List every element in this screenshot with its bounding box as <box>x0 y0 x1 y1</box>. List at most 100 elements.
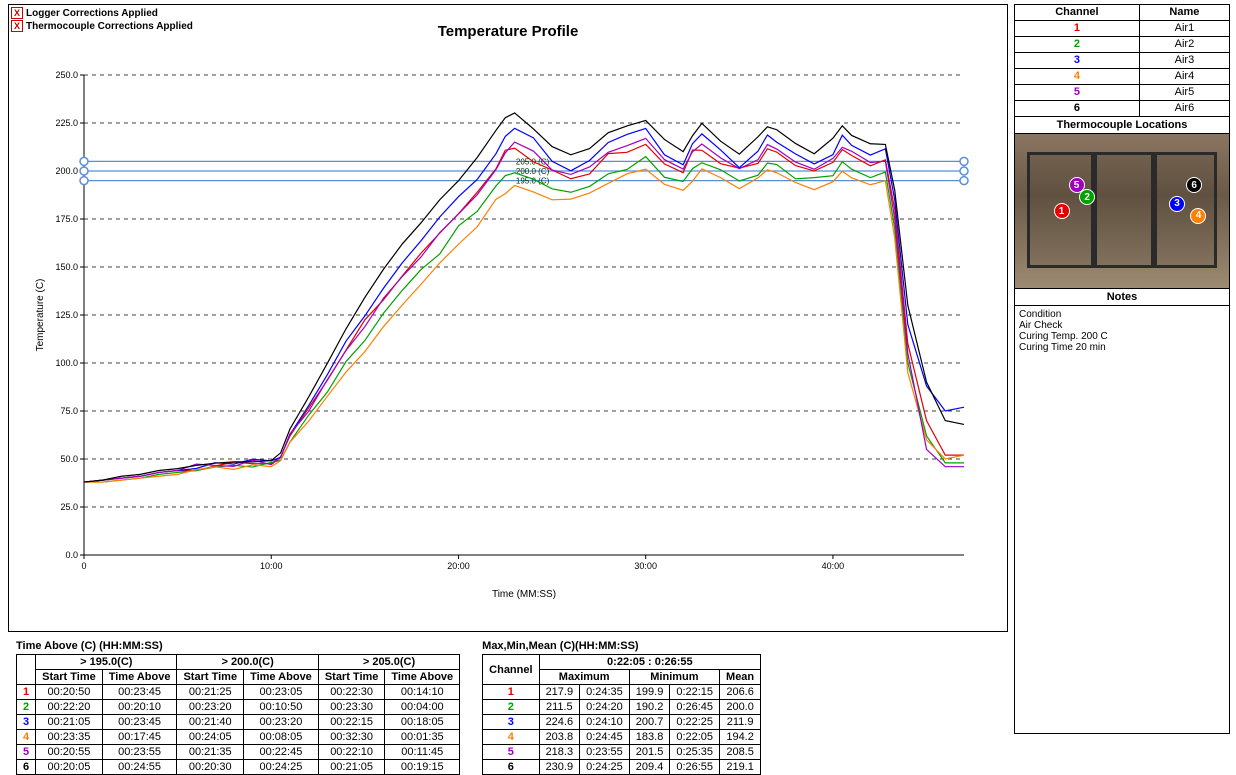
time-value: 00:22:30 <box>318 685 385 700</box>
time-value: 00:22:10 <box>318 745 385 760</box>
time-value: 00:23:05 <box>244 685 319 700</box>
svg-text:10:00: 10:00 <box>260 561 283 571</box>
svg-text:50.0: 50.0 <box>60 454 78 464</box>
svg-text:0.0: 0.0 <box>65 550 78 560</box>
table-row: 3224.60:24:10200.70:22:25211.9 <box>483 715 761 730</box>
svg-text:250.0: 250.0 <box>55 70 78 80</box>
svg-text:200.0: 200.0 <box>55 166 78 176</box>
time-value: 00:23:55 <box>102 745 177 760</box>
table-row: 5218.30:23:55201.50:25:35208.5 <box>483 745 761 760</box>
channel-id: 5 <box>483 745 539 760</box>
channel-row: 6Air6 <box>1015 101 1230 117</box>
time-value: 00:23:45 <box>102 685 177 700</box>
thermo-marker: 5 <box>1069 177 1085 193</box>
channel-row: 2Air2 <box>1015 37 1230 53</box>
stat-value: 0:24:45 <box>580 730 630 745</box>
channel-id: 2 <box>483 700 539 715</box>
stat-value: 0:22:15 <box>670 685 720 700</box>
svg-text:0: 0 <box>81 561 86 571</box>
notes-content: ConditionAir CheckCuring Temp. 200 CCuri… <box>1014 306 1230 734</box>
stats-range: 0:22:05 : 0:26:55 <box>539 655 761 670</box>
table-row: 400:23:3500:17:4500:24:0500:08:0500:32:3… <box>17 730 460 745</box>
stats-section: Max,Min,Mean (C)(HH:MM:SS) Channel0:22:0… <box>482 640 761 775</box>
table-row: 200:22:2000:20:1000:23:2000:10:5000:23:3… <box>17 700 460 715</box>
stats-table: Channel0:22:05 : 0:26:55MaximumMinimumMe… <box>482 654 761 775</box>
channel-name: Air6 <box>1139 101 1229 117</box>
time-value: 00:04:00 <box>385 700 460 715</box>
stat-value: 218.3 <box>539 745 580 760</box>
time-above-section: Time Above (C) (HH:MM:SS) > 195.0(C)> 20… <box>16 640 460 775</box>
stat-value: 0:24:20 <box>580 700 630 715</box>
time-value: 00:20:50 <box>36 685 103 700</box>
notes-line: Curing Temp. 200 C <box>1019 331 1225 342</box>
notes-line: Air Check <box>1019 320 1225 331</box>
sub-header: Time Above <box>244 670 319 685</box>
channel-id: 4 <box>483 730 539 745</box>
time-value: 00:32:30 <box>318 730 385 745</box>
stats-header: Minimum <box>629 670 719 685</box>
stat-value: 203.8 <box>539 730 580 745</box>
sub-header: Time Above <box>102 670 177 685</box>
table-row: 100:20:5000:23:4500:21:2500:23:0500:22:3… <box>17 685 460 700</box>
svg-text:150.0: 150.0 <box>55 262 78 272</box>
time-value: 00:18:05 <box>385 715 460 730</box>
svg-text:175.0: 175.0 <box>55 214 78 224</box>
time-value: 00:21:35 <box>177 745 244 760</box>
time-value: 00:23:20 <box>177 700 244 715</box>
stats-title: Max,Min,Mean (C)(HH:MM:SS) <box>482 640 761 652</box>
channel-id: 1 <box>1015 21 1140 37</box>
notes-header: Notes <box>1014 289 1230 306</box>
stat-value: 0:23:55 <box>580 745 630 760</box>
sub-header: Start Time <box>36 670 103 685</box>
table-row: 4203.80:24:45183.80:22:05194.2 <box>483 730 761 745</box>
channel-id: 4 <box>17 730 36 745</box>
channel-id: 3 <box>483 715 539 730</box>
stat-value: 206.6 <box>720 685 761 700</box>
time-value: 00:20:10 <box>102 700 177 715</box>
channel-row: 5Air5 <box>1015 85 1230 101</box>
stat-value: 217.9 <box>539 685 580 700</box>
stat-value: 200.7 <box>629 715 670 730</box>
time-value: 00:24:05 <box>177 730 244 745</box>
stats-header: Mean <box>720 670 761 685</box>
svg-text:75.0: 75.0 <box>60 406 78 416</box>
time-above-table: > 195.0(C)> 200.0(C)> 205.0(C) Start Time… <box>16 654 460 775</box>
sub-header: Time Above <box>385 670 460 685</box>
channel-row: 1Air1 <box>1015 21 1230 37</box>
stat-value: 208.5 <box>720 745 761 760</box>
threshold-header: > 195.0(C) <box>36 655 177 670</box>
channel-table-header: Name <box>1139 5 1229 21</box>
threshold-header: > 205.0(C) <box>318 655 459 670</box>
table-row: 1217.90:24:35199.90:22:15206.6 <box>483 685 761 700</box>
stat-value: 199.9 <box>629 685 670 700</box>
channel-id: 4 <box>1015 69 1140 85</box>
time-above-title: Time Above (C) (HH:MM:SS) <box>16 640 460 652</box>
channel-id: 5 <box>17 745 36 760</box>
logger-correction-label: Logger Corrections Applied <box>26 8 158 19</box>
x-icon: X <box>11 7 23 19</box>
channel-name: Air5 <box>1139 85 1229 101</box>
time-value: 00:23:45 <box>102 715 177 730</box>
channel-id: 3 <box>17 715 36 730</box>
stat-value: 194.2 <box>720 730 761 745</box>
thermocouple-locations-image: 125346 <box>1014 134 1230 289</box>
time-value: 00:22:20 <box>36 700 103 715</box>
svg-text:40:00: 40:00 <box>822 561 845 571</box>
channel-id: 1 <box>17 685 36 700</box>
time-value: 00:23:35 <box>36 730 103 745</box>
time-value: 00:11:45 <box>385 745 460 760</box>
sub-header: Start Time <box>177 670 244 685</box>
stats-header: Maximum <box>539 670 629 685</box>
stat-value: 0:24:35 <box>580 685 630 700</box>
threshold-header: > 200.0(C) <box>177 655 318 670</box>
stat-value: 211.5 <box>539 700 580 715</box>
channel-id: 6 <box>1015 101 1140 117</box>
channel-legend-table: ChannelName 1Air12Air23Air34Air45Air56Ai… <box>1014 4 1230 117</box>
time-value: 00:17:45 <box>102 730 177 745</box>
temperature-chart: 0.025.050.075.0100.0125.0150.0175.0200.0… <box>29 65 989 605</box>
svg-text:125.0: 125.0 <box>55 310 78 320</box>
channel-row: 3Air3 <box>1015 53 1230 69</box>
time-value: 00:08:05 <box>244 730 319 745</box>
stat-value: 200.0 <box>720 700 761 715</box>
time-value: 00:20:55 <box>36 745 103 760</box>
